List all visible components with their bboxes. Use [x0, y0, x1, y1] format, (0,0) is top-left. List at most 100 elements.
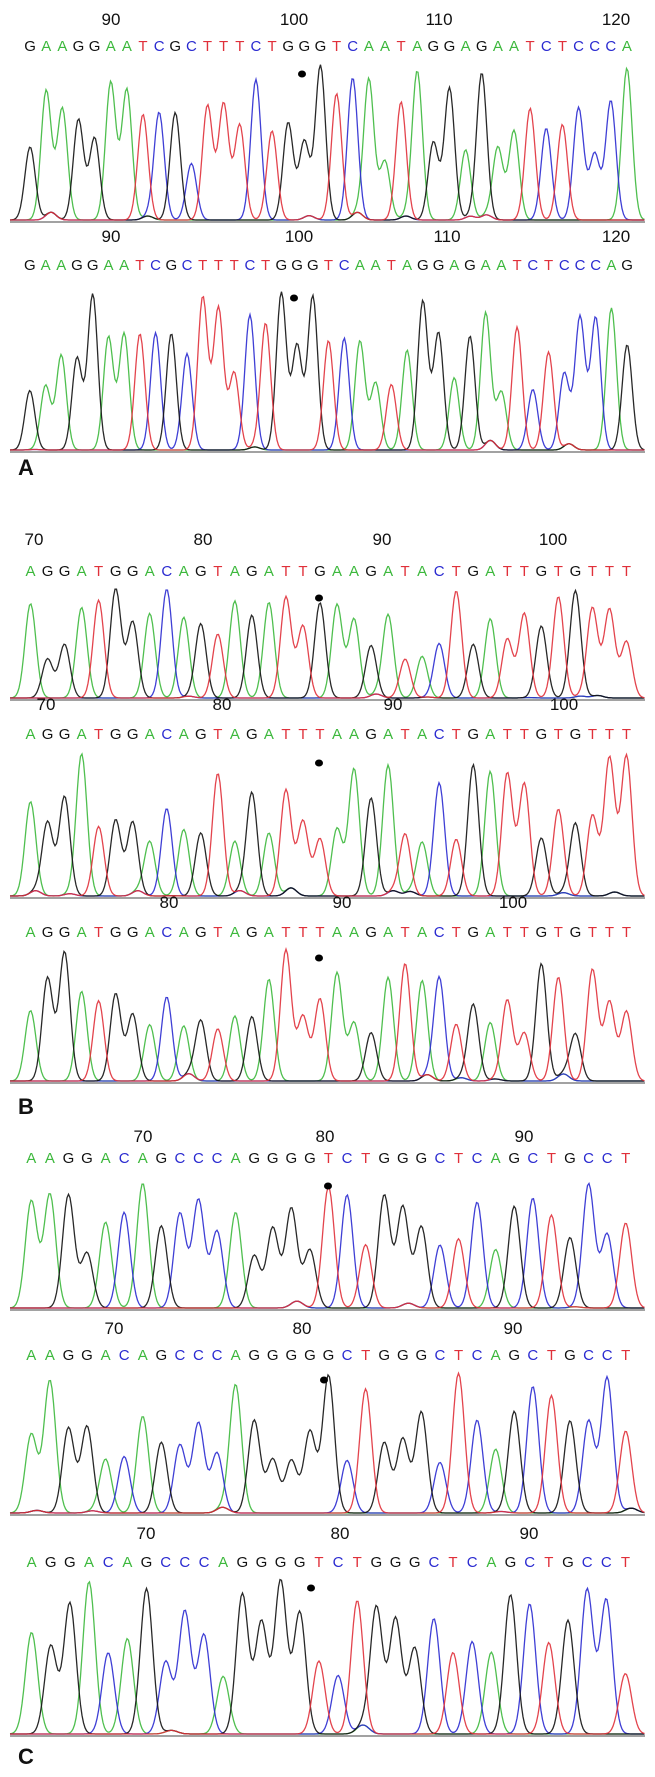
mutation-marker — [315, 759, 323, 767]
base-call: T — [213, 924, 222, 941]
base-call: T — [353, 1554, 362, 1571]
base-call: T — [544, 257, 553, 274]
base-call: G — [505, 1554, 517, 1571]
base-call: G — [476, 38, 488, 55]
base-position: 120 — [602, 10, 630, 29]
base-call: T — [588, 563, 597, 580]
base-call: A — [56, 257, 66, 274]
base-call: G — [536, 726, 548, 743]
base-call: C — [154, 38, 165, 55]
base-call: A — [491, 1150, 501, 1167]
base-call: A — [349, 563, 359, 580]
base-call: G — [536, 563, 548, 580]
trace — [10, 312, 645, 451]
base-call: G — [45, 1554, 57, 1571]
base-call: G — [195, 924, 207, 941]
base-position: 80 — [194, 530, 213, 549]
base-call: T — [520, 563, 529, 580]
trace — [10, 1192, 645, 1309]
base-call: A — [383, 924, 393, 941]
mutation-marker — [298, 70, 306, 78]
base-call: G — [314, 563, 326, 580]
base-call: C — [244, 257, 255, 274]
base-call: G — [246, 924, 258, 941]
base-call: T — [387, 257, 396, 274]
base-call: A — [26, 726, 36, 743]
base-call: A — [27, 1554, 37, 1571]
base-call: A — [138, 1347, 148, 1364]
base-call: A — [622, 38, 632, 55]
base-call: C — [119, 1150, 130, 1167]
base-call: A — [264, 924, 274, 941]
base-call: T — [135, 257, 144, 274]
trace — [10, 1578, 645, 1735]
base-call: G — [63, 1347, 75, 1364]
base-call: C — [342, 1347, 353, 1364]
base-call: T — [503, 563, 512, 580]
base-call: A — [417, 726, 427, 743]
mutation-marker — [307, 1584, 315, 1592]
base-call: G — [246, 563, 258, 580]
base-call: C — [193, 1347, 204, 1364]
base-call: A — [106, 38, 116, 55]
trace — [10, 762, 645, 897]
base-call: G — [433, 257, 445, 274]
panel-label: B — [18, 1094, 34, 1119]
base-call: G — [508, 1150, 520, 1167]
base-call: G — [416, 1150, 428, 1167]
base-call: T — [520, 726, 529, 743]
base-call: C — [582, 1554, 593, 1571]
base-call: G — [275, 1554, 287, 1571]
base-call: G — [286, 1150, 298, 1167]
base-position: 70 — [37, 695, 56, 714]
base-call: G — [570, 563, 582, 580]
base-call: T — [452, 924, 461, 941]
base-call: G — [444, 38, 456, 55]
base-call: G — [467, 563, 479, 580]
base-call: G — [42, 924, 54, 941]
base-call: C — [467, 1554, 478, 1571]
base-call: T — [324, 1150, 333, 1167]
base-call: G — [24, 38, 36, 55]
base-call: C — [524, 1554, 535, 1571]
trace — [10, 588, 645, 699]
base-call: T — [513, 257, 522, 274]
base-call: T — [526, 38, 535, 55]
base-call: T — [315, 726, 324, 743]
base-call: G — [127, 726, 139, 743]
base-call: T — [554, 924, 563, 941]
base-call: A — [481, 257, 491, 274]
base-call: T — [267, 38, 276, 55]
base-call: T — [547, 1150, 556, 1167]
base-call: T — [605, 563, 614, 580]
base-call: T — [448, 1554, 457, 1571]
base-call: A — [103, 257, 113, 274]
base-call: T — [554, 726, 563, 743]
base-call: G — [89, 38, 101, 55]
base-call: C — [434, 563, 445, 580]
base-position: 80 — [316, 1127, 335, 1146]
base-call: C — [333, 1554, 344, 1571]
base-call: C — [605, 38, 616, 55]
base-call: T — [622, 726, 631, 743]
chromatogram-track: 70 80 90A A G G A C A G C C C A G G G G G C T G G G C T C A G C T G C C T — [9, 1319, 645, 1516]
base-position: 90 — [102, 227, 121, 246]
base-call: A — [122, 38, 132, 55]
base-position: 90 — [384, 695, 403, 714]
base-position: 90 — [515, 1127, 534, 1146]
base-call: G — [564, 1150, 576, 1167]
base-call: A — [355, 257, 365, 274]
trace — [10, 752, 645, 897]
base-call: T — [622, 924, 631, 941]
base-call: G — [267, 1347, 279, 1364]
mutation-marker — [290, 294, 298, 302]
base-call: T — [503, 924, 512, 941]
base-call: C — [160, 1554, 171, 1571]
trace — [10, 92, 645, 221]
base-call: C — [589, 38, 600, 55]
base-call: G — [467, 726, 479, 743]
base-position: 110 — [425, 10, 452, 29]
